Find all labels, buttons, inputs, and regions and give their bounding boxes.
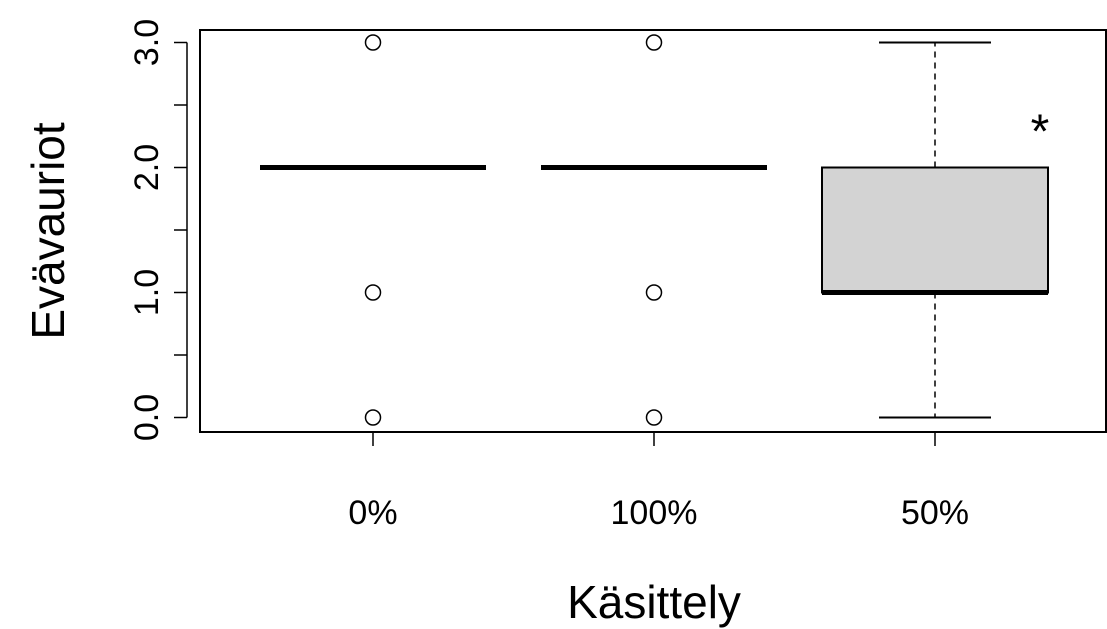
y-axis-label: Evävauriot bbox=[22, 122, 74, 340]
outlier-point bbox=[645, 409, 663, 426]
outlier-point bbox=[364, 284, 382, 301]
x-tick-label: 100% bbox=[611, 494, 698, 532]
x-axis: 0% 100% 50% bbox=[348, 431, 969, 532]
y-tick-label: 0.0 bbox=[128, 394, 166, 441]
box-group-0pct bbox=[260, 34, 486, 426]
y-tick-label: 1.0 bbox=[128, 269, 166, 316]
plot-marks: * bbox=[260, 34, 1050, 426]
x-tick-label: 50% bbox=[901, 494, 969, 532]
significance-asterisk: * bbox=[1031, 106, 1050, 159]
x-tick-label: 0% bbox=[348, 494, 397, 532]
box-group-50pct bbox=[821, 41, 1049, 419]
outlier-point bbox=[645, 34, 663, 51]
box-iqr bbox=[821, 166, 1049, 294]
x-axis-label: Käsittely bbox=[567, 576, 741, 628]
outlier-point bbox=[645, 284, 663, 301]
y-tick-label: 2.0 bbox=[128, 144, 166, 191]
box-group-100pct bbox=[541, 34, 767, 426]
outlier-point bbox=[364, 34, 382, 51]
outlier-point bbox=[364, 409, 382, 426]
y-axis: 0.0 1.0 2.0 3.0 bbox=[128, 19, 188, 441]
y-tick-label: 3.0 bbox=[128, 19, 166, 66]
